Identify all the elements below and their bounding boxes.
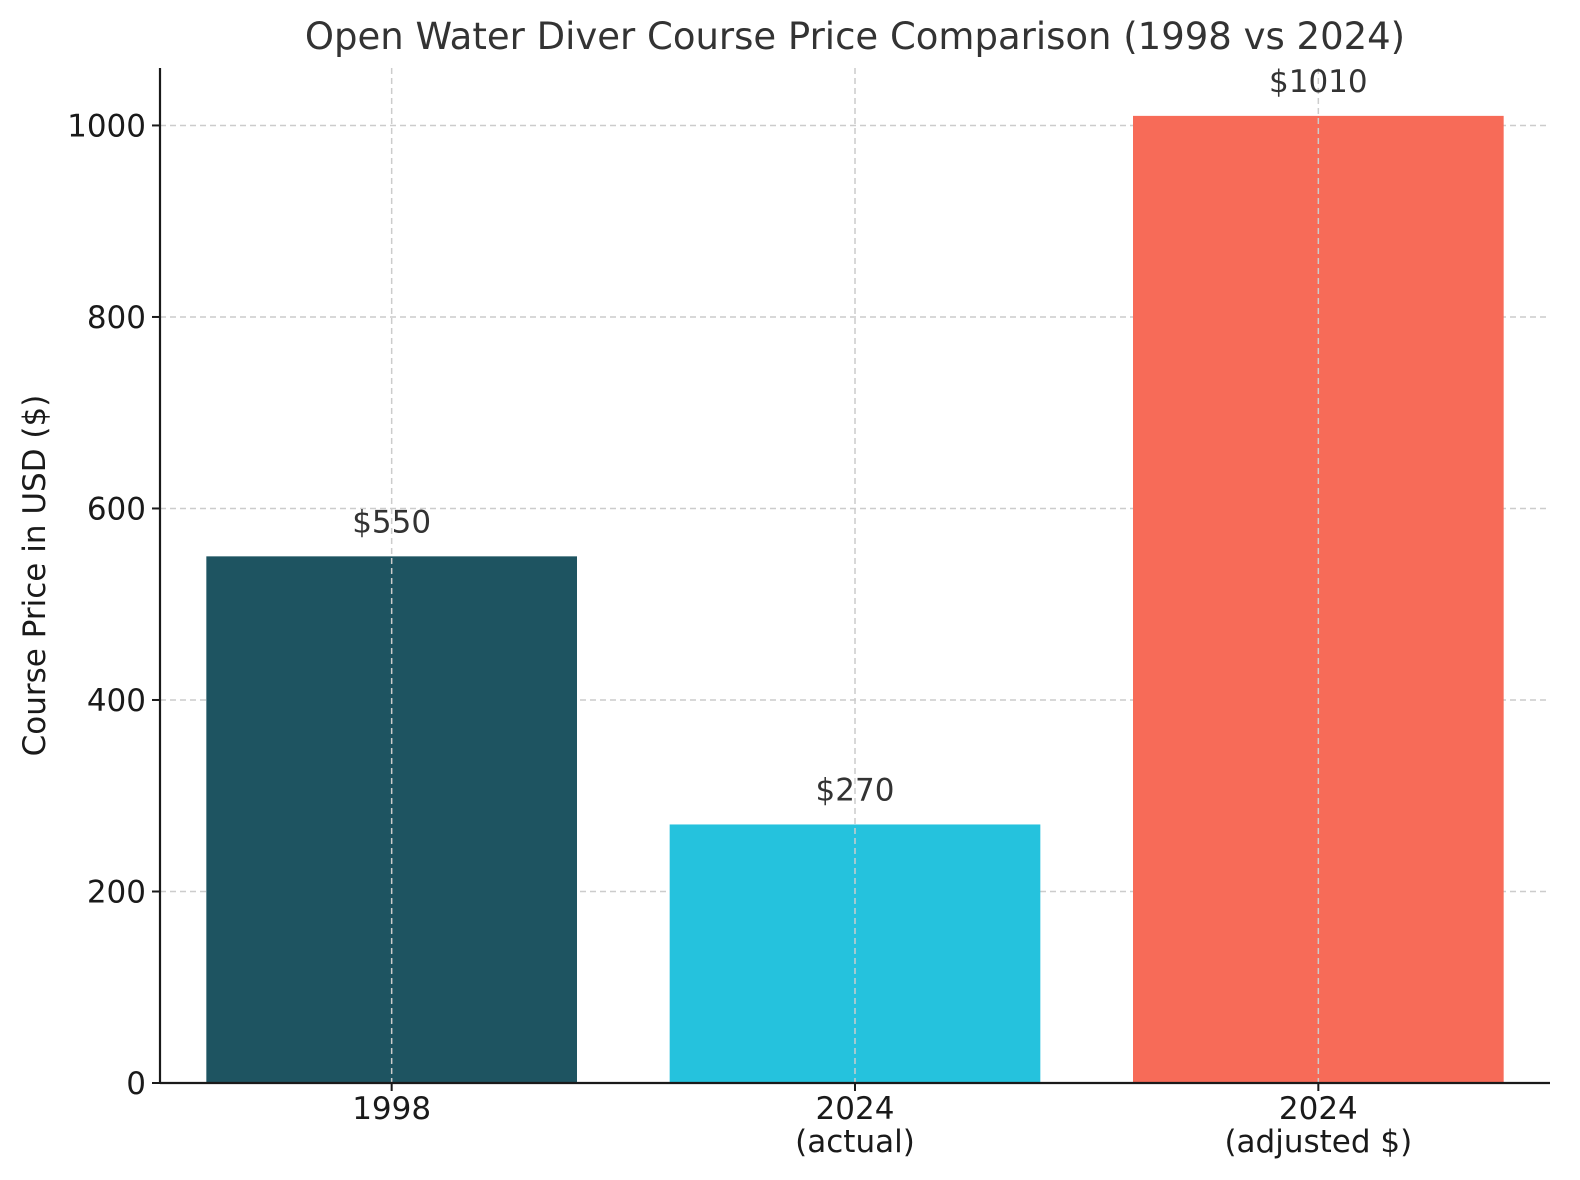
y-tick-label: 400 — [87, 683, 146, 719]
y-axis-label: Course Price in USD ($) — [17, 395, 53, 757]
x-tick-label: 1998 — [352, 1091, 431, 1127]
x-tick-label: 2024 — [1279, 1091, 1358, 1127]
x-tick-label: 2024 — [816, 1091, 895, 1127]
data-labels-layer: $550 $270 $1010 — [352, 64, 1367, 809]
y-tick-label: 1000 — [67, 108, 146, 144]
y-tick-label: 800 — [87, 300, 146, 336]
bar-value-label: $1010 — [1269, 64, 1368, 100]
bar-value-label: $550 — [352, 504, 431, 540]
y-tick-label: 200 — [87, 874, 146, 910]
x-tick-label: (adjusted $) — [1224, 1124, 1412, 1160]
y-tick-label: 600 — [87, 491, 146, 527]
y-tick-label: 0 — [126, 1066, 146, 1102]
chart-title: Open Water Diver Course Price Comparison… — [305, 15, 1405, 58]
x-tick-label: (actual) — [795, 1124, 915, 1160]
vertical-grid-layer — [390, 68, 1320, 1083]
bar-value-label: $270 — [816, 772, 895, 808]
